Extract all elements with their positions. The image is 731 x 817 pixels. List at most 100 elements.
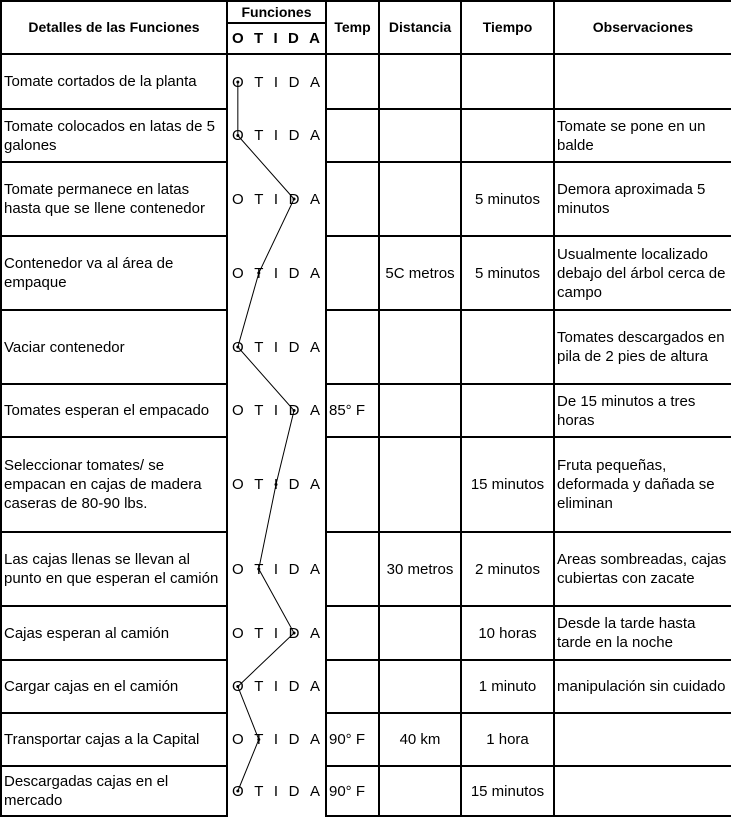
header-functions: Funciones (226, 0, 327, 24)
symbol-t: T (254, 73, 264, 91)
distance-cell: 5C metros (378, 235, 462, 311)
symbol-o: O (232, 624, 244, 642)
symbol-a: A (309, 402, 320, 419)
symbol-a: A (309, 678, 320, 695)
detail-cell: Tomate permanece en latas hasta que se l… (0, 161, 228, 237)
detail-cell: Transportar cajas a la Capital (0, 712, 228, 767)
observations-cell: Demora aproximada 5 minutos (553, 161, 731, 237)
table-row: Seleccionar tomates/ se empacan en cajas… (0, 436, 731, 533)
observations-cell: Tomates descargados en pila de 2 pies de… (553, 309, 731, 385)
observations-cell: Fruta pequeñas, deformada y dañada se el… (553, 436, 731, 533)
symbol-d: D (288, 402, 300, 419)
distance-cell (378, 161, 462, 237)
detail-cell: Tomates esperan el empacado (0, 383, 228, 438)
temp-cell (325, 309, 380, 385)
temp-cell (325, 53, 380, 110)
symbol-a: A (309, 264, 320, 282)
symbol-o: O (232, 678, 244, 695)
symbol-d: D (288, 731, 300, 748)
distance-cell (378, 53, 462, 110)
symbol-d: D (288, 73, 300, 91)
symbol-i: I (273, 678, 279, 695)
time-cell: 5 minutos (460, 235, 555, 311)
distance-cell (378, 108, 462, 163)
table-row: Tomate colocados en latas de 5 galones O… (0, 108, 731, 163)
symbol-a: A (309, 476, 320, 493)
temp-cell: 90° F (325, 765, 380, 817)
time-cell: 10 horas (460, 605, 555, 661)
symbol-a: A (309, 190, 320, 208)
distance-cell: 30 metros (378, 531, 462, 607)
symbol-i: I (273, 624, 279, 642)
symbol-o: O (232, 731, 244, 748)
symbol-t: T (254, 782, 264, 800)
symbol-i: I (273, 73, 279, 91)
symbol-a: A (309, 338, 320, 356)
symbol-o: O (232, 560, 244, 578)
symbol-o: O (232, 338, 244, 356)
detail-cell: Las cajas llenas se llevan al punto en q… (0, 531, 228, 607)
temp-cell (325, 605, 380, 661)
temp-cell (325, 161, 380, 237)
observations-cell: manipulación sin cuidado (553, 659, 731, 714)
symbol-i: I (273, 30, 278, 47)
time-cell: 5 minutos (460, 161, 555, 237)
symbol-t: T (254, 678, 264, 695)
symbol-i: I (273, 560, 279, 578)
symbol-a: A (309, 30, 320, 47)
table-row: Tomate permanece en latas hasta que se l… (0, 161, 731, 237)
temp-cell: 90° F (325, 712, 380, 767)
temp-cell (325, 659, 380, 714)
symbol-i: I (273, 476, 279, 493)
detail-cell: Cajas esperan al camión (0, 605, 228, 661)
time-cell: 1 hora (460, 712, 555, 767)
symbol-i: I (273, 402, 279, 419)
symbol-d: D (288, 678, 300, 695)
detail-cell: Contenedor va al área de empaque (0, 235, 228, 311)
time-cell: 15 minutos (460, 436, 555, 533)
symbol-i: I (273, 731, 279, 748)
distance-cell (378, 436, 462, 533)
symbol-o: O (232, 73, 244, 91)
temp-cell (325, 235, 380, 311)
header-symbols: O T I D A (226, 22, 327, 55)
symbol-o: O (232, 782, 244, 800)
symbol-t: T (254, 264, 264, 282)
temp-cell (325, 531, 380, 607)
observations-cell: Areas sombreadas, cajas cubiertas con za… (553, 531, 731, 607)
distance-cell: 40 km (378, 712, 462, 767)
time-cell (460, 309, 555, 385)
symbol-i: I (273, 127, 279, 144)
symbol-t: T (254, 402, 264, 419)
symbol-a: A (309, 127, 320, 144)
distance-cell (378, 383, 462, 438)
symbol-o: O (232, 190, 244, 208)
time-cell: 2 minutos (460, 531, 555, 607)
symbol-t: T (254, 476, 264, 493)
symbol-a: A (309, 782, 320, 800)
temp-cell: 85° F (325, 383, 380, 438)
time-cell: 1 minuto (460, 659, 555, 714)
header-distance: Distancia (378, 0, 462, 55)
detail-cell: Tomate cortados de la planta (0, 53, 228, 110)
symbol-i: I (273, 338, 279, 356)
symbol-d: D (288, 190, 300, 208)
detail-cell: Tomate colocados en latas de 5 galones (0, 108, 228, 163)
symbol-t: T (254, 338, 264, 356)
symbol-o: O (232, 264, 244, 282)
symbol-d: D (288, 338, 300, 356)
